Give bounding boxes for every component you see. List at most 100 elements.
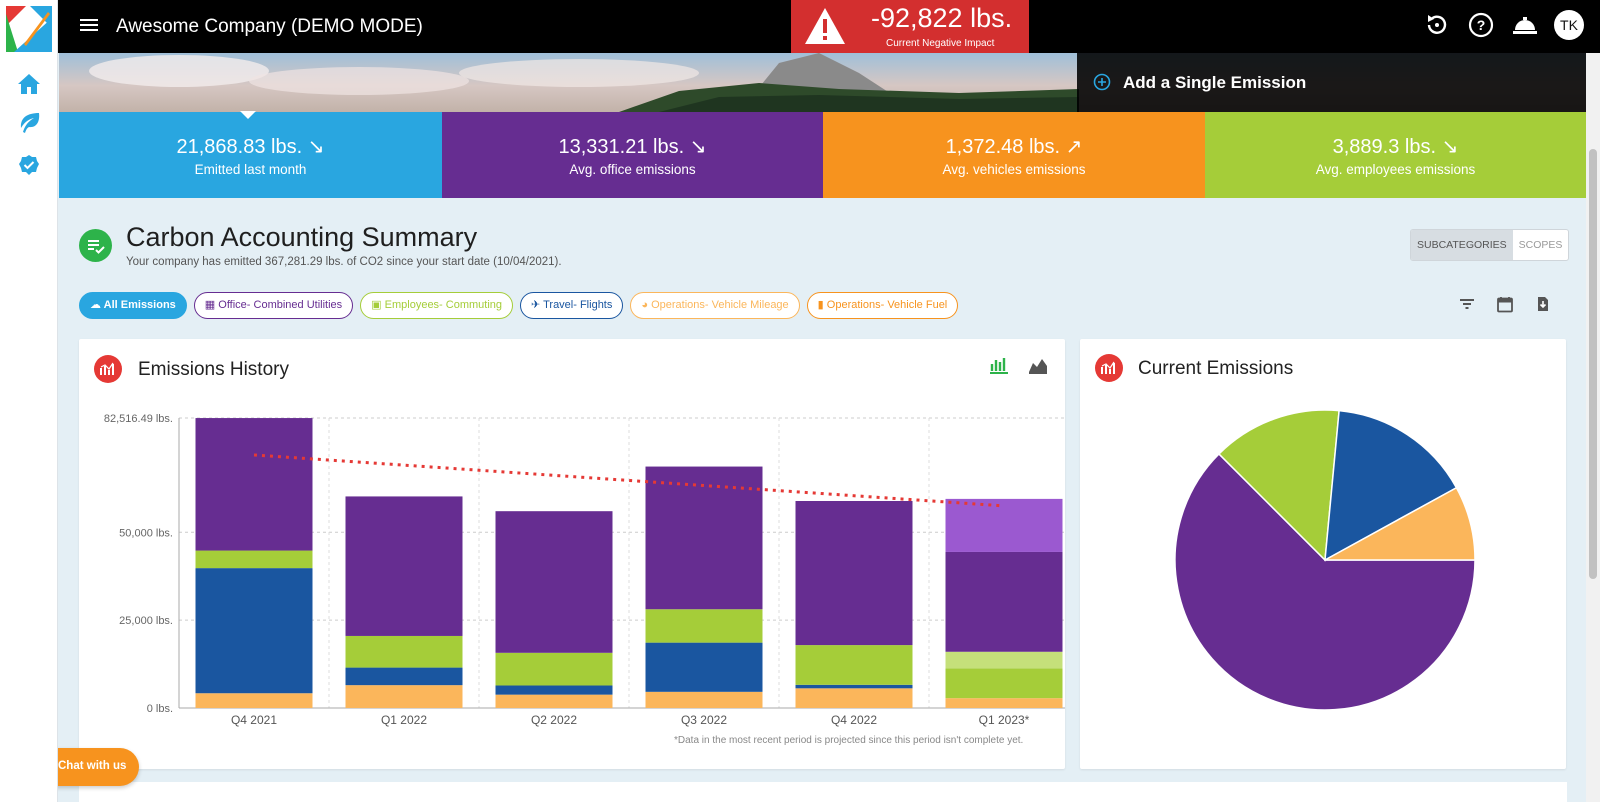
filter-employees-commuting[interactable]: ▣ Employees- Commuting xyxy=(360,292,514,319)
stat-label: Avg. office emissions xyxy=(569,162,696,177)
filter-icon[interactable] xyxy=(1458,295,1476,313)
emissions-history-chart: 0 lbs. 25,000 lbs. 50,000 lbs. 82,516.49 lb… xyxy=(104,413,1065,727)
view-toggle: SUBCATEGORIES SCOPES xyxy=(1410,229,1570,261)
filter-office-utilities[interactable]: ▦ Office- Combined Utilities xyxy=(193,292,354,319)
chart-icon xyxy=(94,355,122,383)
current-emissions-title: Current Emissions xyxy=(1138,358,1294,379)
pie-slice xyxy=(1324,409,1458,562)
bar-segment xyxy=(345,496,463,636)
x-tick-label: Q3 2022 xyxy=(681,713,727,727)
bar-segment xyxy=(195,568,313,694)
bar-segment xyxy=(495,511,613,653)
bus-icon: ▣ xyxy=(371,299,382,311)
y-tick-label: 50,000 lbs. xyxy=(119,527,173,539)
summary-list-icon xyxy=(79,229,112,262)
brand-logo[interactable] xyxy=(4,4,54,54)
bar-segment xyxy=(945,498,1063,552)
airplane-icon: ✈ xyxy=(531,299,541,311)
bar-segment xyxy=(645,609,763,643)
bar-segment xyxy=(495,652,613,686)
bar-segment xyxy=(645,466,763,610)
download-icon[interactable] xyxy=(1534,295,1552,313)
add-emission-label: Add a Single Emission xyxy=(1123,73,1307,92)
bar-segment xyxy=(795,688,913,708)
filter-all-emissions[interactable]: ☁ All Emissions xyxy=(79,292,187,319)
stat-tile-office-emissions[interactable]: 13,331.21 lbs. ↘ Avg. office emissions xyxy=(442,112,823,198)
stat-value: 13,331.21 lbs. xyxy=(558,136,685,158)
trend-up-icon: ↗ xyxy=(1065,136,1083,158)
bar-segment xyxy=(645,642,763,692)
emission-filters: ☁ All Emissions ▦ Office- Combined Utili… xyxy=(79,292,959,319)
pie-slice xyxy=(1324,486,1476,561)
hamburger-menu-icon[interactable] xyxy=(78,16,100,36)
pie-slice xyxy=(1174,452,1476,711)
bar-segment xyxy=(945,698,1063,708)
y-tick-label: 82,516.49 lbs. xyxy=(104,413,173,425)
help-icon[interactable]: ? xyxy=(1466,10,1496,40)
negative-impact-banner[interactable]: -92,822 lbs. Current Negative Impact xyxy=(791,0,1029,53)
speedometer-icon: ◕ xyxy=(641,299,649,311)
bar-segment xyxy=(345,667,463,686)
stat-label: Avg. vehicles emissions xyxy=(942,162,1086,177)
chart-icon xyxy=(1095,354,1123,382)
filter-vehicle-fuel[interactable]: ▮ Operations- Vehicle Fuel xyxy=(806,292,959,319)
next-section-card xyxy=(79,782,1567,802)
home-icon[interactable] xyxy=(16,71,42,97)
bar-segment xyxy=(195,550,313,569)
user-avatar[interactable]: TK xyxy=(1554,10,1584,40)
company-name: Awesome Company (DEMO MODE) xyxy=(116,16,423,37)
x-tick-label: Q1 2023* xyxy=(979,713,1030,727)
bar-segment xyxy=(795,645,913,685)
trend-down-icon: ↘ xyxy=(307,136,325,158)
page-scrollbar[interactable] xyxy=(1586,53,1600,802)
bar-segment xyxy=(495,694,613,708)
bar-segment xyxy=(945,668,1063,699)
x-tick-label: Q4 2021 xyxy=(231,713,277,727)
stat-tile-vehicles-emissions[interactable]: 1,372.48 lbs. ↗ Avg. vehicles emissions xyxy=(823,112,1205,198)
x-tick-label: Q4 2022 xyxy=(831,713,877,727)
svg-text:?: ? xyxy=(1477,17,1486,33)
bar-segment xyxy=(195,418,313,551)
pie-slice xyxy=(1217,409,1340,562)
subcategories-toggle[interactable]: SUBCATEGORIES xyxy=(1411,230,1513,260)
area-chart-icon[interactable] xyxy=(1027,354,1049,374)
add-single-emission-button[interactable]: Add a Single Emission xyxy=(1077,53,1586,112)
fuel-pump-icon: ▮ xyxy=(817,299,824,311)
scrollbar-thumb[interactable] xyxy=(1589,149,1597,579)
page-title: Carbon Accounting Summary xyxy=(126,222,478,252)
history-icon[interactable] xyxy=(1422,10,1452,40)
stat-tile-employees-emissions[interactable]: 3,889.3 lbs. ↘ Avg. employees emissions xyxy=(1205,112,1586,198)
stat-label: Avg. employees emissions xyxy=(1315,162,1476,177)
bar-segment xyxy=(795,500,913,646)
cloud-icon: ☁ xyxy=(90,299,101,311)
top-bar: Awesome Company (DEMO MODE) -92,822 lbs.… xyxy=(58,0,1600,53)
stat-value: 1,372.48 lbs. xyxy=(945,136,1061,158)
stat-value: 3,889.3 lbs. xyxy=(1332,136,1437,158)
x-tick-label: Q1 2022 xyxy=(381,713,427,727)
filter-travel-flights[interactable]: ✈ Travel- Flights xyxy=(520,292,624,319)
bar-segment xyxy=(645,691,763,708)
impact-label: Current Negative Impact xyxy=(886,38,995,49)
service-bell-icon[interactable] xyxy=(1510,10,1540,40)
warning-icon xyxy=(805,8,845,44)
bar-segment xyxy=(345,685,463,708)
leaf-icon[interactable] xyxy=(16,110,42,136)
stat-tile-emitted-last-month[interactable]: 21,868.83 lbs. ↘ Emitted last month xyxy=(59,111,442,198)
sidebar xyxy=(0,0,58,802)
emissions-history-title: Emissions History xyxy=(138,359,289,380)
bar-segment xyxy=(195,693,313,708)
filter-vehicle-mileage[interactable]: ◕ Operations- Vehicle Mileage xyxy=(630,292,800,319)
trend-down-icon: ↘ xyxy=(689,136,707,158)
verified-badge-icon[interactable] xyxy=(16,152,42,178)
bar-segment xyxy=(345,635,463,668)
calendar-icon[interactable] xyxy=(1496,295,1514,313)
bar-chart-icon[interactable] xyxy=(988,354,1010,374)
add-circle-icon xyxy=(1093,73,1111,91)
trend-down-icon: ↘ xyxy=(1441,136,1459,158)
bar-segment xyxy=(495,685,613,695)
bar-segment xyxy=(945,551,1063,652)
x-tick-label: Q2 2022 xyxy=(531,713,577,727)
y-tick-label: 0 lbs. xyxy=(147,703,173,715)
impact-value: -92,822 lbs. xyxy=(871,3,1013,33)
scopes-toggle[interactable]: SCOPES xyxy=(1518,239,1563,251)
